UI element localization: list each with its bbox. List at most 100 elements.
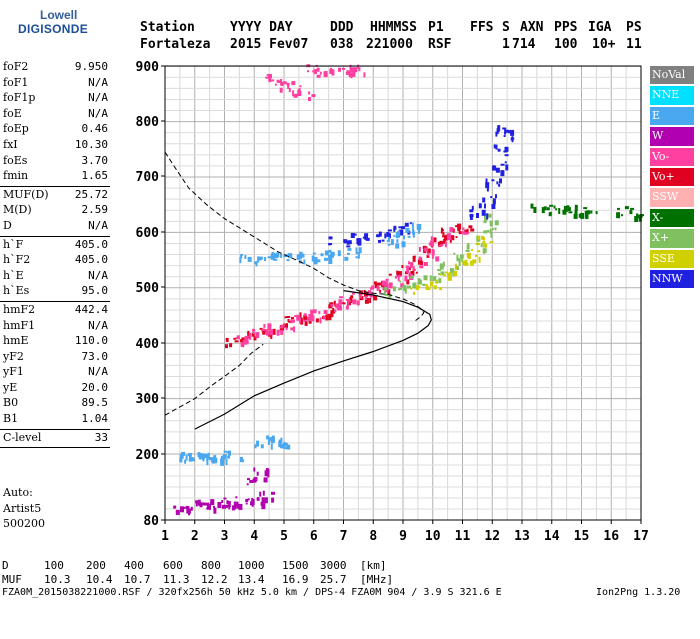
trace-point [266,330,269,336]
trace-point [505,148,508,153]
trace-point [296,314,300,321]
trace-point [469,214,474,218]
trace-point [403,235,406,240]
trace-point [491,228,494,230]
trace-point [221,500,224,503]
trace-point [328,258,333,264]
trace-point [462,260,466,264]
param-name: D [3,218,12,232]
trace-point [630,207,635,210]
trace-point [225,344,228,349]
trace-point [220,455,224,460]
trace-point [505,129,510,133]
trace-point [198,453,203,458]
trace-point [443,274,447,277]
trace-point [240,253,243,256]
trace-point [206,455,209,461]
trace-point [337,304,342,311]
trace-point [468,225,473,229]
param-value: N/A [88,268,108,282]
trace-point [252,478,257,483]
trace-point [267,469,270,474]
trace-point [327,313,331,317]
trace-point [304,320,308,326]
trace-point [251,498,255,505]
trace-point [376,234,381,238]
trace-point [481,235,485,240]
trace-point [496,131,499,134]
trace-point [270,439,275,443]
header-label: Station [140,20,195,35]
trace-point [580,212,585,219]
trace-point [469,260,474,266]
trace-point [279,326,284,329]
trace-point [629,210,633,215]
trace-point [263,479,267,483]
x-tick-label: 12 [484,529,500,544]
trace-point [264,472,268,474]
trace-point [276,329,280,336]
trace-point [489,241,494,244]
trace-point [446,233,451,238]
trace-point [323,71,326,77]
trace-point [328,315,332,321]
trace-point [407,285,411,289]
trace-point [330,310,334,317]
trace-point [236,501,239,506]
header-value: 11 [626,37,642,52]
trace-point [299,317,301,324]
trace-point [503,150,507,153]
echo-traces [173,64,644,516]
trace-point [428,242,431,246]
trace-point [567,207,571,212]
footer-panel: D 100 200 400 600 800 1000 1500 3000 [km] MUF 10.3… [0,559,700,601]
param-row: hmF1 N/A [0,319,110,335]
trace-point [239,459,244,463]
trace-point [401,241,406,248]
trace-point [323,310,328,314]
trace-point [308,97,311,102]
trace-point [322,315,326,320]
param-row: foEs 3.70 [0,154,110,170]
trace-point [349,297,353,301]
trace-point [563,205,568,212]
trace-point [401,265,404,268]
trace-point [220,458,223,465]
trace-point [549,204,554,207]
trace-point [350,67,355,73]
y-tick-label: 500 [136,281,160,296]
trace-point [500,170,505,177]
trace-point [206,507,209,510]
trace-point [435,256,440,262]
trace-point [266,74,271,76]
trace-point [412,256,415,260]
trace-point [227,501,231,507]
trace-point [462,232,466,235]
trace-point [268,77,272,83]
trace-point [349,64,352,71]
trace-point [586,210,591,215]
legend-entry: SSE [650,249,694,268]
param-value: 20.0 [81,380,109,394]
trace-point [240,341,244,347]
trace-point [435,279,439,284]
trace-point [180,506,184,513]
trace-point [312,309,317,314]
trace-point [404,222,409,227]
trace-point [310,309,314,316]
trace-point [437,269,442,272]
muf-value: 13.4 [238,573,265,586]
trace-point [229,343,233,348]
trace-point [213,507,217,514]
trace-point [438,244,443,247]
trace-point [450,268,454,274]
trace-point [236,504,241,509]
distance-value: 100 [44,559,64,572]
trace-point [185,454,188,461]
header-label: HHMMSS [370,20,417,35]
trace-point [482,197,486,203]
trace-point [429,281,434,284]
trace-point [504,154,509,157]
trace-point [287,84,290,89]
trace-point [264,257,267,261]
